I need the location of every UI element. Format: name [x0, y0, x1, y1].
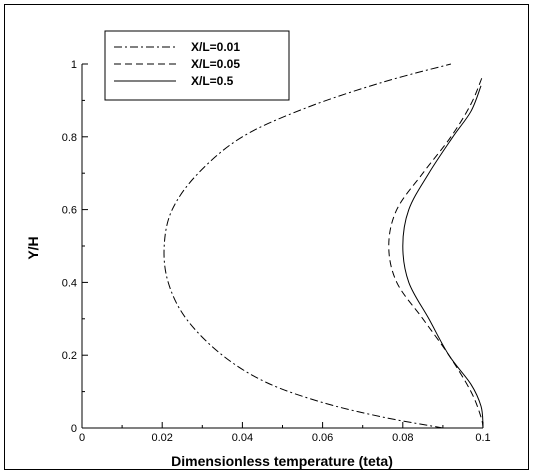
plot-ticks: 0 0.02 0.04 0.06 0.08 0.1 0 0.2 0.4 0.6 0.8 1 — [62, 59, 491, 444]
y-tick-label: 1 — [71, 59, 77, 71]
legend: X/L=0.01 X/L=0.05 X/L=0.5 — [104, 30, 290, 101]
x-tick-label: 0.08 — [392, 432, 413, 444]
x-tick-label: 0.02 — [151, 432, 172, 444]
plot-axes — [81, 64, 483, 429]
y-tick-label: 0.8 — [62, 132, 77, 144]
legend-label-2: X/L=0.05 — [191, 57, 240, 71]
legend-label-3: X/L=0.5 — [191, 74, 234, 88]
plot-labels: Dimensionless temperature (teta) Y/H — [25, 236, 393, 469]
y-tick-label: 0.6 — [62, 205, 77, 217]
series-line-2 — [388, 74, 484, 429]
plot-series — [163, 63, 484, 429]
y-tick-label: 0.4 — [62, 277, 77, 289]
y-tick-label: 0.2 — [62, 350, 77, 362]
x-tick-label: 0.1 — [475, 432, 490, 444]
x-axis-label: Dimensionless temperature (teta) — [171, 453, 393, 469]
series-line-3 — [402, 85, 484, 425]
y-axis-label: Y/H — [25, 236, 41, 259]
y-tick-label: 0 — [71, 423, 77, 435]
x-tick-label: 0.04 — [232, 432, 253, 444]
legend-box — [104, 30, 290, 101]
x-tick-label: 0.06 — [312, 432, 333, 444]
x-tick-label: 0 — [79, 432, 85, 444]
series-line-1 — [163, 63, 452, 429]
legend-label-1: X/L=0.01 — [191, 40, 240, 54]
